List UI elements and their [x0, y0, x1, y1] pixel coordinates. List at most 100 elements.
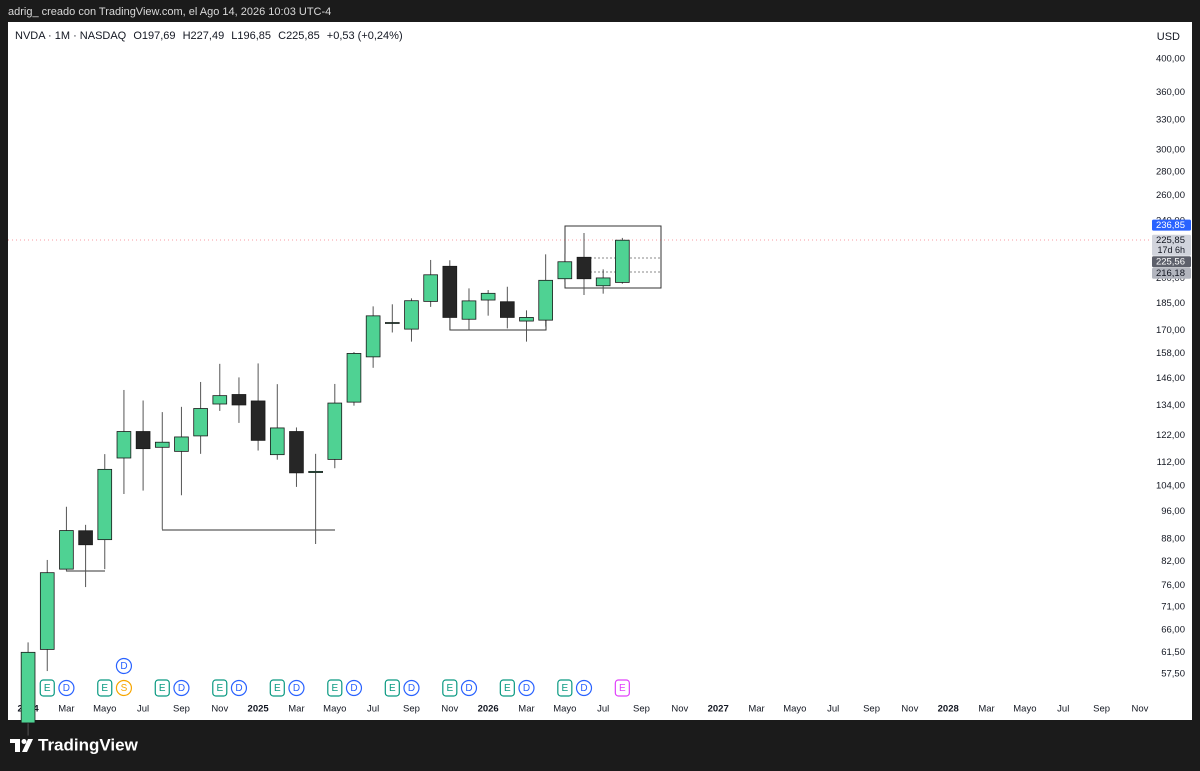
candle-body	[231, 394, 247, 406]
price-label: 225,85	[1156, 235, 1185, 246]
candle-body	[59, 530, 74, 570]
event-badge	[403, 679, 420, 697]
y-tick-label: 134,00	[1156, 400, 1185, 411]
x-tick-label: Jul	[827, 704, 839, 715]
event-label: E	[389, 683, 396, 694]
candle-body	[519, 317, 534, 322]
y-tick-label: 76,00	[1161, 580, 1185, 591]
event-label: D	[580, 683, 587, 694]
event-label: D	[178, 683, 185, 694]
event-label: D	[350, 683, 357, 694]
y-tick-label: 260,00	[1156, 190, 1185, 201]
legend-key: C	[278, 30, 286, 42]
symbol: NVDA · 1M · NASDAQ	[15, 30, 127, 42]
candle-body	[461, 300, 477, 320]
candle-body	[576, 256, 592, 280]
brand-logo	[10, 739, 33, 752]
x-tick-label: Sep	[633, 704, 650, 715]
y-tick-label: 112,00	[1157, 457, 1185, 468]
event-badge	[557, 679, 573, 697]
x-tick-label: Jul	[137, 704, 149, 715]
event-label: D	[235, 683, 242, 694]
event-label: E	[216, 683, 223, 694]
event-badge	[115, 657, 133, 675]
x-tick-label: Mar	[978, 704, 994, 715]
event-label: E	[446, 683, 453, 694]
x-tick-label: Nov	[1131, 704, 1148, 715]
x-tick-label: 2028	[938, 704, 959, 715]
y-tick-label: 158,00	[1156, 348, 1185, 359]
event-badge	[575, 679, 593, 697]
legend-value: 225,85	[286, 30, 320, 42]
x-tick-label: 2025	[248, 704, 270, 715]
event-label: E	[504, 683, 511, 694]
event-label: E	[619, 683, 626, 694]
candle-body	[269, 427, 285, 456]
x-tick-label: Mayo	[1013, 704, 1036, 715]
y-tick-label: 146,00	[1156, 373, 1185, 384]
x-tick-label: Mayo	[783, 704, 806, 715]
x-tick-label: Sep	[863, 704, 880, 715]
y-tick-label: 82,00	[1161, 556, 1185, 567]
event-badge	[345, 679, 363, 697]
x-tick-label: Mar	[518, 704, 534, 715]
event-badge	[499, 679, 515, 697]
candle-body	[308, 470, 323, 473]
x-tick-label: Nov	[211, 704, 228, 715]
event-badge	[614, 679, 630, 697]
event-badge	[269, 679, 285, 697]
x-tick-label: Mar	[58, 704, 74, 715]
event-badge	[327, 679, 343, 697]
event-label: E	[331, 683, 338, 694]
event-badge	[154, 679, 170, 697]
y-tick-label: 88,00	[1161, 533, 1185, 544]
y-tick-label: 360,00	[1156, 87, 1185, 98]
event-label: E	[101, 683, 108, 694]
candle-body	[154, 441, 170, 448]
candle-body	[327, 402, 343, 460]
x-tick-label: 2027	[708, 704, 729, 715]
logo-part	[21, 739, 27, 744]
x-tick-label: Jul	[597, 704, 609, 715]
candle-body	[289, 431, 304, 474]
candle-body	[404, 300, 419, 330]
y-tick-label: 200,00	[1156, 273, 1185, 284]
price-label: 216,18	[1156, 268, 1185, 279]
x-tick-label: Nov	[901, 704, 918, 715]
candle-body	[116, 431, 132, 459]
candle-body	[174, 436, 189, 452]
candle-body	[346, 353, 362, 403]
event-badge	[518, 679, 535, 697]
candle-body	[97, 468, 113, 541]
legend-key: H	[183, 30, 191, 42]
event-badge	[212, 679, 228, 697]
x-tick-label: Sep	[403, 704, 420, 715]
legend-header: NVDA · 1M · NASDAQ O197,69 H227,49 L196,…	[15, 30, 403, 42]
y-tick-label: 61,50	[1161, 647, 1185, 658]
event-label: D	[293, 683, 300, 694]
candle-body	[500, 301, 515, 318]
event-badge	[173, 679, 190, 697]
currency: USD	[1157, 31, 1180, 43]
candle-body	[423, 274, 438, 302]
candle-body	[538, 279, 553, 321]
x-tick-label: 2026	[478, 704, 499, 715]
legend-value: 227,49	[191, 30, 225, 42]
event-label: E	[274, 683, 281, 694]
caption: adrig_ creado con TradingView.com, el Ag…	[8, 6, 331, 18]
event-badge	[58, 679, 75, 697]
brand: TradingView	[38, 735, 139, 754]
x-tick-label: Mayo	[323, 704, 346, 715]
y-tick-label: 104,00	[1156, 480, 1185, 491]
y-tick-label: 400,00	[1156, 54, 1185, 65]
event-badge	[460, 679, 478, 697]
candle-body	[557, 261, 573, 280]
price-label-box	[1152, 219, 1191, 231]
x-tick-label: Mar	[288, 704, 304, 715]
y-tick-label: 66,00	[1161, 625, 1185, 636]
legend-value: 197,69	[142, 30, 176, 42]
event-label: D	[63, 683, 70, 694]
event-badge	[442, 679, 458, 697]
y-tick-label: 170,00	[1156, 325, 1185, 336]
